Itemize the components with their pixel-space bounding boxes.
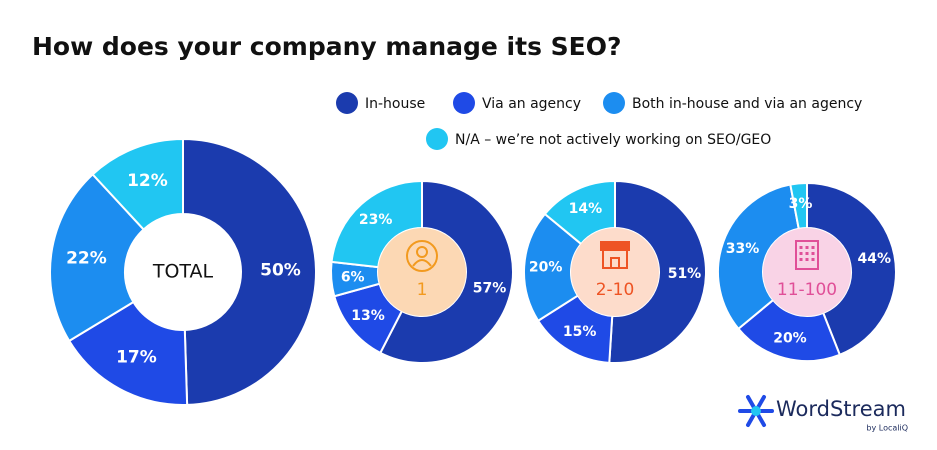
donut-center (571, 228, 659, 316)
center-label: TOTAL (152, 261, 214, 283)
value-label: 33% (726, 241, 760, 257)
icon-part (416, 246, 428, 258)
center-icon (406, 240, 438, 272)
legend-label: Via an agency (482, 96, 581, 112)
icon-part (406, 240, 438, 272)
legend-label: Both in-house and via an agency (632, 96, 862, 112)
center-label: 1 (417, 280, 428, 300)
legend-swatch (426, 128, 448, 150)
icon-part (811, 252, 815, 255)
icon-part (600, 241, 630, 251)
brand-byline: by LocaliQ (866, 424, 908, 433)
icon-part (799, 258, 803, 261)
value-label: 6% (341, 270, 365, 286)
value-label: 51% (668, 266, 702, 282)
icon-part (805, 252, 809, 255)
value-label: 22% (66, 248, 107, 268)
icon-part (799, 252, 803, 255)
brand-logo (738, 395, 774, 427)
brand-name: WordStream (776, 397, 906, 421)
icon-part (805, 246, 809, 249)
value-label: 23% (359, 212, 393, 228)
icon-part (610, 257, 620, 269)
value-label: 15% (563, 324, 597, 340)
chart-title: How does your company manage its SEO? (32, 32, 622, 61)
icon-part (811, 246, 815, 249)
icon-part (412, 259, 432, 267)
center-label: 2-10 (596, 280, 635, 300)
icon-part (799, 246, 803, 249)
value-label: 12% (127, 171, 168, 191)
value-label: 20% (529, 260, 563, 276)
icon-part (795, 240, 819, 270)
value-label: 14% (569, 201, 603, 217)
value-label: 3% (789, 196, 813, 212)
value-label: 50% (260, 260, 301, 280)
donut-center (125, 214, 241, 330)
legend-label: In-house (365, 96, 425, 112)
value-label: 57% (473, 280, 507, 296)
icon-part (811, 258, 815, 261)
legend-swatch (336, 92, 358, 114)
value-label: 13% (351, 308, 385, 324)
center-icon (600, 241, 630, 269)
center-icon (795, 240, 819, 270)
value-label: 20% (773, 330, 807, 346)
value-label: 17% (116, 348, 157, 368)
legend-swatch (453, 92, 475, 114)
icon-part (805, 258, 809, 261)
center-label: 11-100 (777, 280, 837, 300)
legend-swatch (603, 92, 625, 114)
donut-center (763, 228, 851, 316)
legend-label: N/A – we’re not actively working on SEO/… (455, 132, 771, 148)
value-label: 44% (858, 251, 892, 267)
